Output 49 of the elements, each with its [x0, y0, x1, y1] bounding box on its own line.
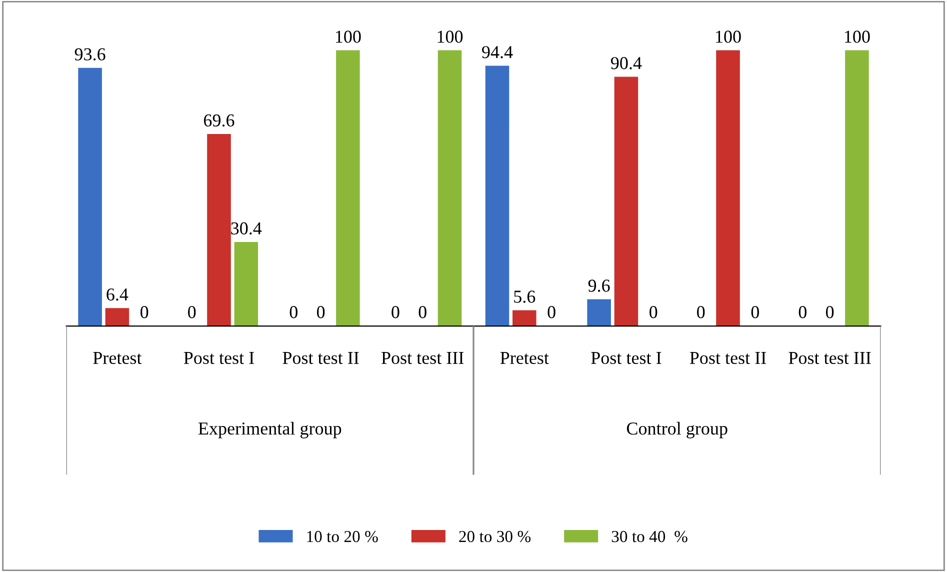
data-label: 100	[438, 30, 463, 43]
x-tick-label: Post test I	[184, 352, 254, 364]
data-label: 0	[290, 306, 298, 318]
bar	[234, 242, 258, 326]
bar	[716, 50, 740, 326]
data-label: 90.4	[610, 57, 642, 70]
data-label: 0	[798, 306, 806, 318]
bar	[438, 50, 462, 326]
data-label: 0	[140, 306, 148, 318]
x-tick-label: Post test III	[788, 352, 871, 364]
data-label: 0	[751, 306, 759, 318]
bar	[78, 68, 102, 326]
x-tick-label: Pretest	[500, 352, 549, 364]
bar	[587, 299, 611, 326]
text: Experimental group	[198, 422, 342, 438]
data-label: 9.6	[588, 280, 610, 292]
data-label: 0	[392, 306, 400, 318]
data-label: 94.4	[482, 46, 513, 58]
data-label: 0	[548, 306, 556, 318]
data-label: 0	[650, 306, 658, 318]
x-tick-label: Post test I	[591, 352, 662, 364]
bar	[207, 134, 231, 326]
legend-label: 30 to 40 %	[612, 530, 688, 542]
data-label: 100	[336, 30, 361, 43]
data-label: 0	[188, 306, 196, 318]
x-tick-label: Post test II	[282, 352, 359, 364]
bar	[105, 308, 130, 326]
x-tick-label: Post test II	[690, 352, 766, 364]
data-label: 0	[418, 306, 426, 318]
x-tick-label: Pretest	[93, 352, 142, 364]
data-label: 6.4	[106, 288, 128, 301]
legend-label: 10 to 20 %	[307, 530, 378, 542]
bar	[485, 66, 510, 326]
text: Control group	[626, 422, 728, 438]
data-label: 0	[826, 306, 834, 318]
data-label: 93.6	[74, 48, 106, 61]
legend-label: 20 to 30 %	[459, 530, 531, 542]
data-label: 30.4	[231, 222, 262, 235]
data-label: 69.6	[204, 114, 234, 127]
bar	[336, 50, 360, 326]
data-label: 100	[845, 30, 870, 43]
x-tick-label: Post test III	[381, 352, 464, 364]
bar	[845, 50, 869, 326]
data-label: 0	[316, 306, 325, 318]
bar	[512, 310, 536, 326]
bar	[614, 76, 638, 326]
data-label: 100	[716, 30, 741, 43]
data-label: 0	[697, 306, 705, 318]
data-label: 5.6	[514, 290, 536, 303]
